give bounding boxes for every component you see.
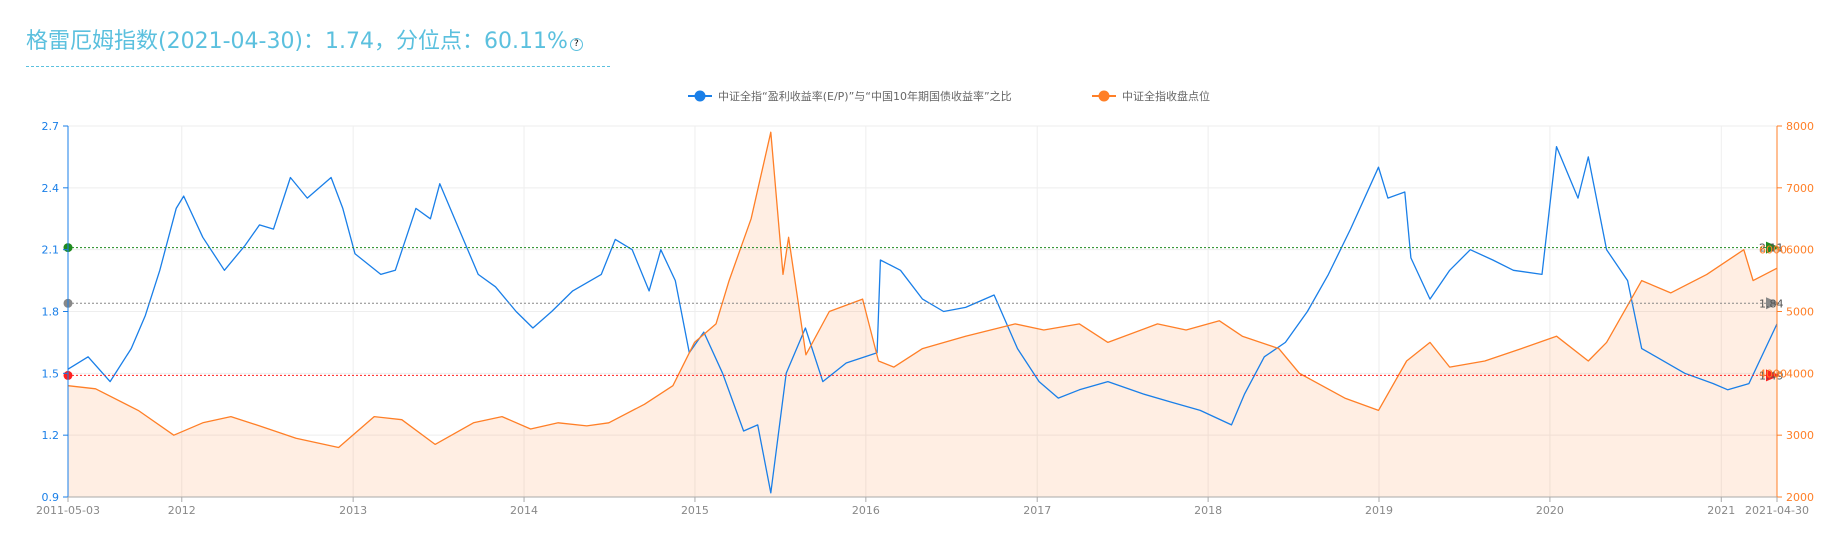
x-tick-label: 2011-05-03 bbox=[36, 504, 100, 517]
y-left-tick-label: 2.7 bbox=[42, 120, 60, 133]
right-marker-label: 6000 bbox=[1759, 244, 1787, 257]
series-line-graham-ratio bbox=[67, 145, 1778, 494]
x-tick-label: 2021 bbox=[1707, 504, 1735, 517]
area-layer bbox=[68, 132, 1777, 497]
y-right-tick-label: 4000 bbox=[1786, 367, 1814, 380]
series-area-close-price bbox=[68, 132, 1777, 497]
question-circle-icon[interactable]: ? bbox=[569, 38, 583, 51]
reference-arrow-icon bbox=[1766, 369, 1780, 382]
legend[interactable]: 中证全指“盈利收益率(E/P)”与“中国10年期国债收益率”之比 中证全指收盘点位 bbox=[688, 89, 1210, 103]
right-marker-label: 4000 bbox=[1759, 367, 1787, 380]
y-right-tick-label: 5000 bbox=[1786, 306, 1814, 319]
page-title: 格雷厄姆指数(2021-04-30)：1.74，分位点：60.11% bbox=[26, 29, 568, 54]
y-left-tick-label: 1.2 bbox=[42, 429, 60, 442]
reference-arrow-icon bbox=[1766, 297, 1780, 310]
legend-label: 中证全指收盘点位 bbox=[1122, 89, 1210, 103]
series-layer bbox=[67, 131, 1778, 494]
y-right-tick-label: 8000 bbox=[1786, 120, 1814, 133]
x-tick-label: 2020 bbox=[1536, 504, 1564, 517]
legend-item-graham-ratio[interactable]: 中证全指“盈利收益率(E/P)”与“中国10年期国债收益率”之比 bbox=[688, 89, 1012, 103]
y-left-tick-label: 2.4 bbox=[42, 182, 60, 195]
series-line-close-price bbox=[67, 131, 1778, 449]
x-tick-label: 2015 bbox=[681, 504, 709, 517]
y-left-tick-label: 1.5 bbox=[42, 367, 60, 380]
y-left-tick-label: 0.9 bbox=[42, 491, 60, 504]
legend-item-close-price[interactable]: 中证全指收盘点位 bbox=[1092, 89, 1210, 103]
x-tick-label: 2014 bbox=[510, 504, 538, 517]
x-tick-label: 2021-04-30 bbox=[1745, 504, 1809, 517]
y-left-tick-label: 1.8 bbox=[42, 306, 60, 319]
legend-label: 中证全指“盈利收益率(E/P)”与“中国10年期国债收益率”之比 bbox=[718, 89, 1012, 103]
axes: 0.9 1.2 1.5 1.8 2.1 2.4 2.7 2000 3000 4000 5000 600… bbox=[36, 120, 1814, 517]
y-right-tick-label: 7000 bbox=[1786, 182, 1814, 195]
x-tick-label: 2013 bbox=[339, 504, 367, 517]
y-right-tick-label: 2000 bbox=[1786, 491, 1814, 504]
x-tick-label: 2019 bbox=[1365, 504, 1393, 517]
x-tick-label: 2012 bbox=[168, 504, 196, 517]
reference-arrow-icon bbox=[1766, 241, 1780, 254]
x-tick-label: 2018 bbox=[1194, 504, 1222, 517]
legend-dot-icon bbox=[1098, 90, 1110, 102]
reference-line-label: 1.84 bbox=[1759, 297, 1784, 310]
y-left-tick-label: 2.1 bbox=[42, 244, 60, 257]
y-right-tick-label: 6000 bbox=[1786, 244, 1814, 257]
y-right-tick-label: 3000 bbox=[1786, 429, 1814, 442]
title-container: 格雷厄姆指数(2021-04-30)：1.74，分位点：60.11%? bbox=[26, 22, 610, 67]
legend-dot-icon bbox=[694, 90, 706, 102]
x-tick-label: 2016 bbox=[852, 504, 880, 517]
x-tick-label: 2017 bbox=[1023, 504, 1051, 517]
